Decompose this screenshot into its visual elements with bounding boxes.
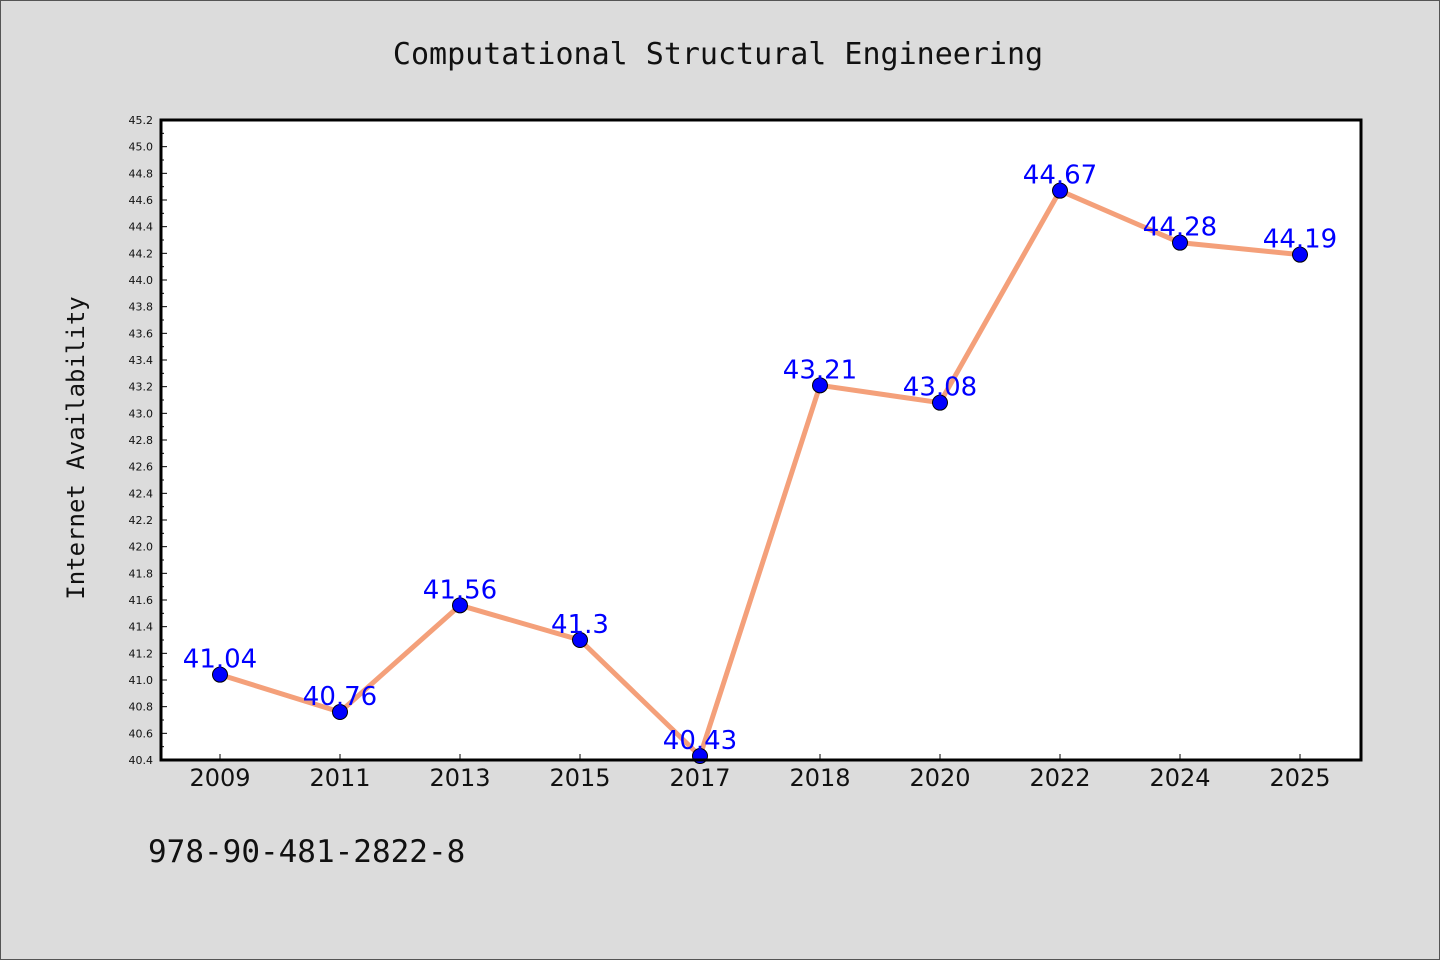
y-tick-label: 42.4 [129, 487, 154, 500]
data-label: 40.76 [303, 682, 377, 712]
data-label: 41.3 [551, 610, 609, 640]
plot-area [161, 120, 1361, 760]
y-tick-label: 41.4 [129, 621, 154, 634]
data-point [452, 597, 468, 614]
y-tick-label: 43.0 [129, 407, 154, 420]
y-tick-label: 42.0 [129, 541, 154, 554]
y-tick-label: 44.6 [129, 194, 154, 207]
data-label: 44.19 [1263, 225, 1337, 255]
y-tick-label: 44.4 [129, 221, 154, 234]
data-point [812, 377, 828, 394]
plot-border [159, 118, 1363, 762]
y-tick-label: 44.0 [129, 274, 154, 287]
y-tick-label: 43.4 [129, 354, 154, 367]
x-tick-label: 2013 [429, 764, 490, 792]
y-tick-label: 44.2 [129, 247, 154, 260]
x-tick-label: 2017 [669, 764, 730, 792]
y-axis-title: Internet Availability [62, 296, 90, 599]
x-axis: 2009 2011 2013 2015 2017 2018 2020 2022 2024 2025 [189, 754, 1331, 792]
y-tick-label: 40.8 [129, 701, 154, 714]
y-tick-label: 41.6 [129, 594, 154, 607]
y-tick-label: 42.8 [129, 434, 154, 447]
data-label: 41.56 [423, 575, 497, 605]
y-tick-label: 41.2 [129, 647, 154, 660]
data-label: 44.28 [1143, 213, 1217, 243]
y-tick-label: 41.0 [129, 674, 154, 687]
data-point [1052, 182, 1068, 199]
y-tick-label: 43.8 [129, 301, 154, 314]
x-tick-label: 2024 [1149, 764, 1210, 792]
data-point [932, 394, 948, 411]
x-tick-label: 2015 [549, 764, 610, 792]
data-point [572, 632, 588, 648]
x-tick-label: 2009 [189, 764, 250, 792]
data-label: 43.08 [903, 373, 977, 403]
y-tick-label: 40.6 [129, 727, 154, 740]
data-label: 43.21 [783, 355, 857, 385]
series-group: 41.04 40.76 41.56 41.3 40.43 43.21 43.08 44.67 4… [183, 161, 1337, 764]
data-label: 44.67 [1023, 161, 1097, 191]
y-tick-label: 42.2 [129, 514, 154, 527]
data-label: 41.04 [183, 645, 257, 675]
x-tick-label: 2022 [1029, 764, 1090, 792]
x-tick-label: 2020 [909, 764, 970, 792]
y-tick-label: 43.2 [129, 381, 154, 394]
chart-title: Computational Structural Engineering [393, 37, 1043, 72]
y-axis: 40.4 40.6 40.8 41.0 41.2 41.4 41.6 41.8 42.0 42.2… [129, 114, 167, 767]
x-tick-label: 2011 [309, 764, 370, 792]
data-point [1292, 246, 1308, 263]
y-tick-label: 40.4 [129, 754, 154, 767]
y-tick-label: 42.6 [129, 461, 154, 474]
y-tick-label: 43.6 [129, 327, 154, 340]
x-tick-label: 2018 [789, 764, 850, 792]
y-tick-label: 45.2 [129, 114, 154, 127]
data-point [212, 666, 228, 683]
y-tick-label: 45.0 [129, 141, 154, 154]
x-tick-label: 2025 [1269, 764, 1330, 792]
y-tick-label: 41.8 [129, 567, 154, 580]
series-line [217, 188, 1303, 759]
footnote-isbn: 978-90-481-2822-8 [148, 834, 466, 870]
data-label: 40.43 [663, 726, 737, 756]
data-point [1172, 234, 1188, 251]
data-point [332, 704, 348, 720]
y-tick-label: 44.8 [129, 167, 154, 180]
